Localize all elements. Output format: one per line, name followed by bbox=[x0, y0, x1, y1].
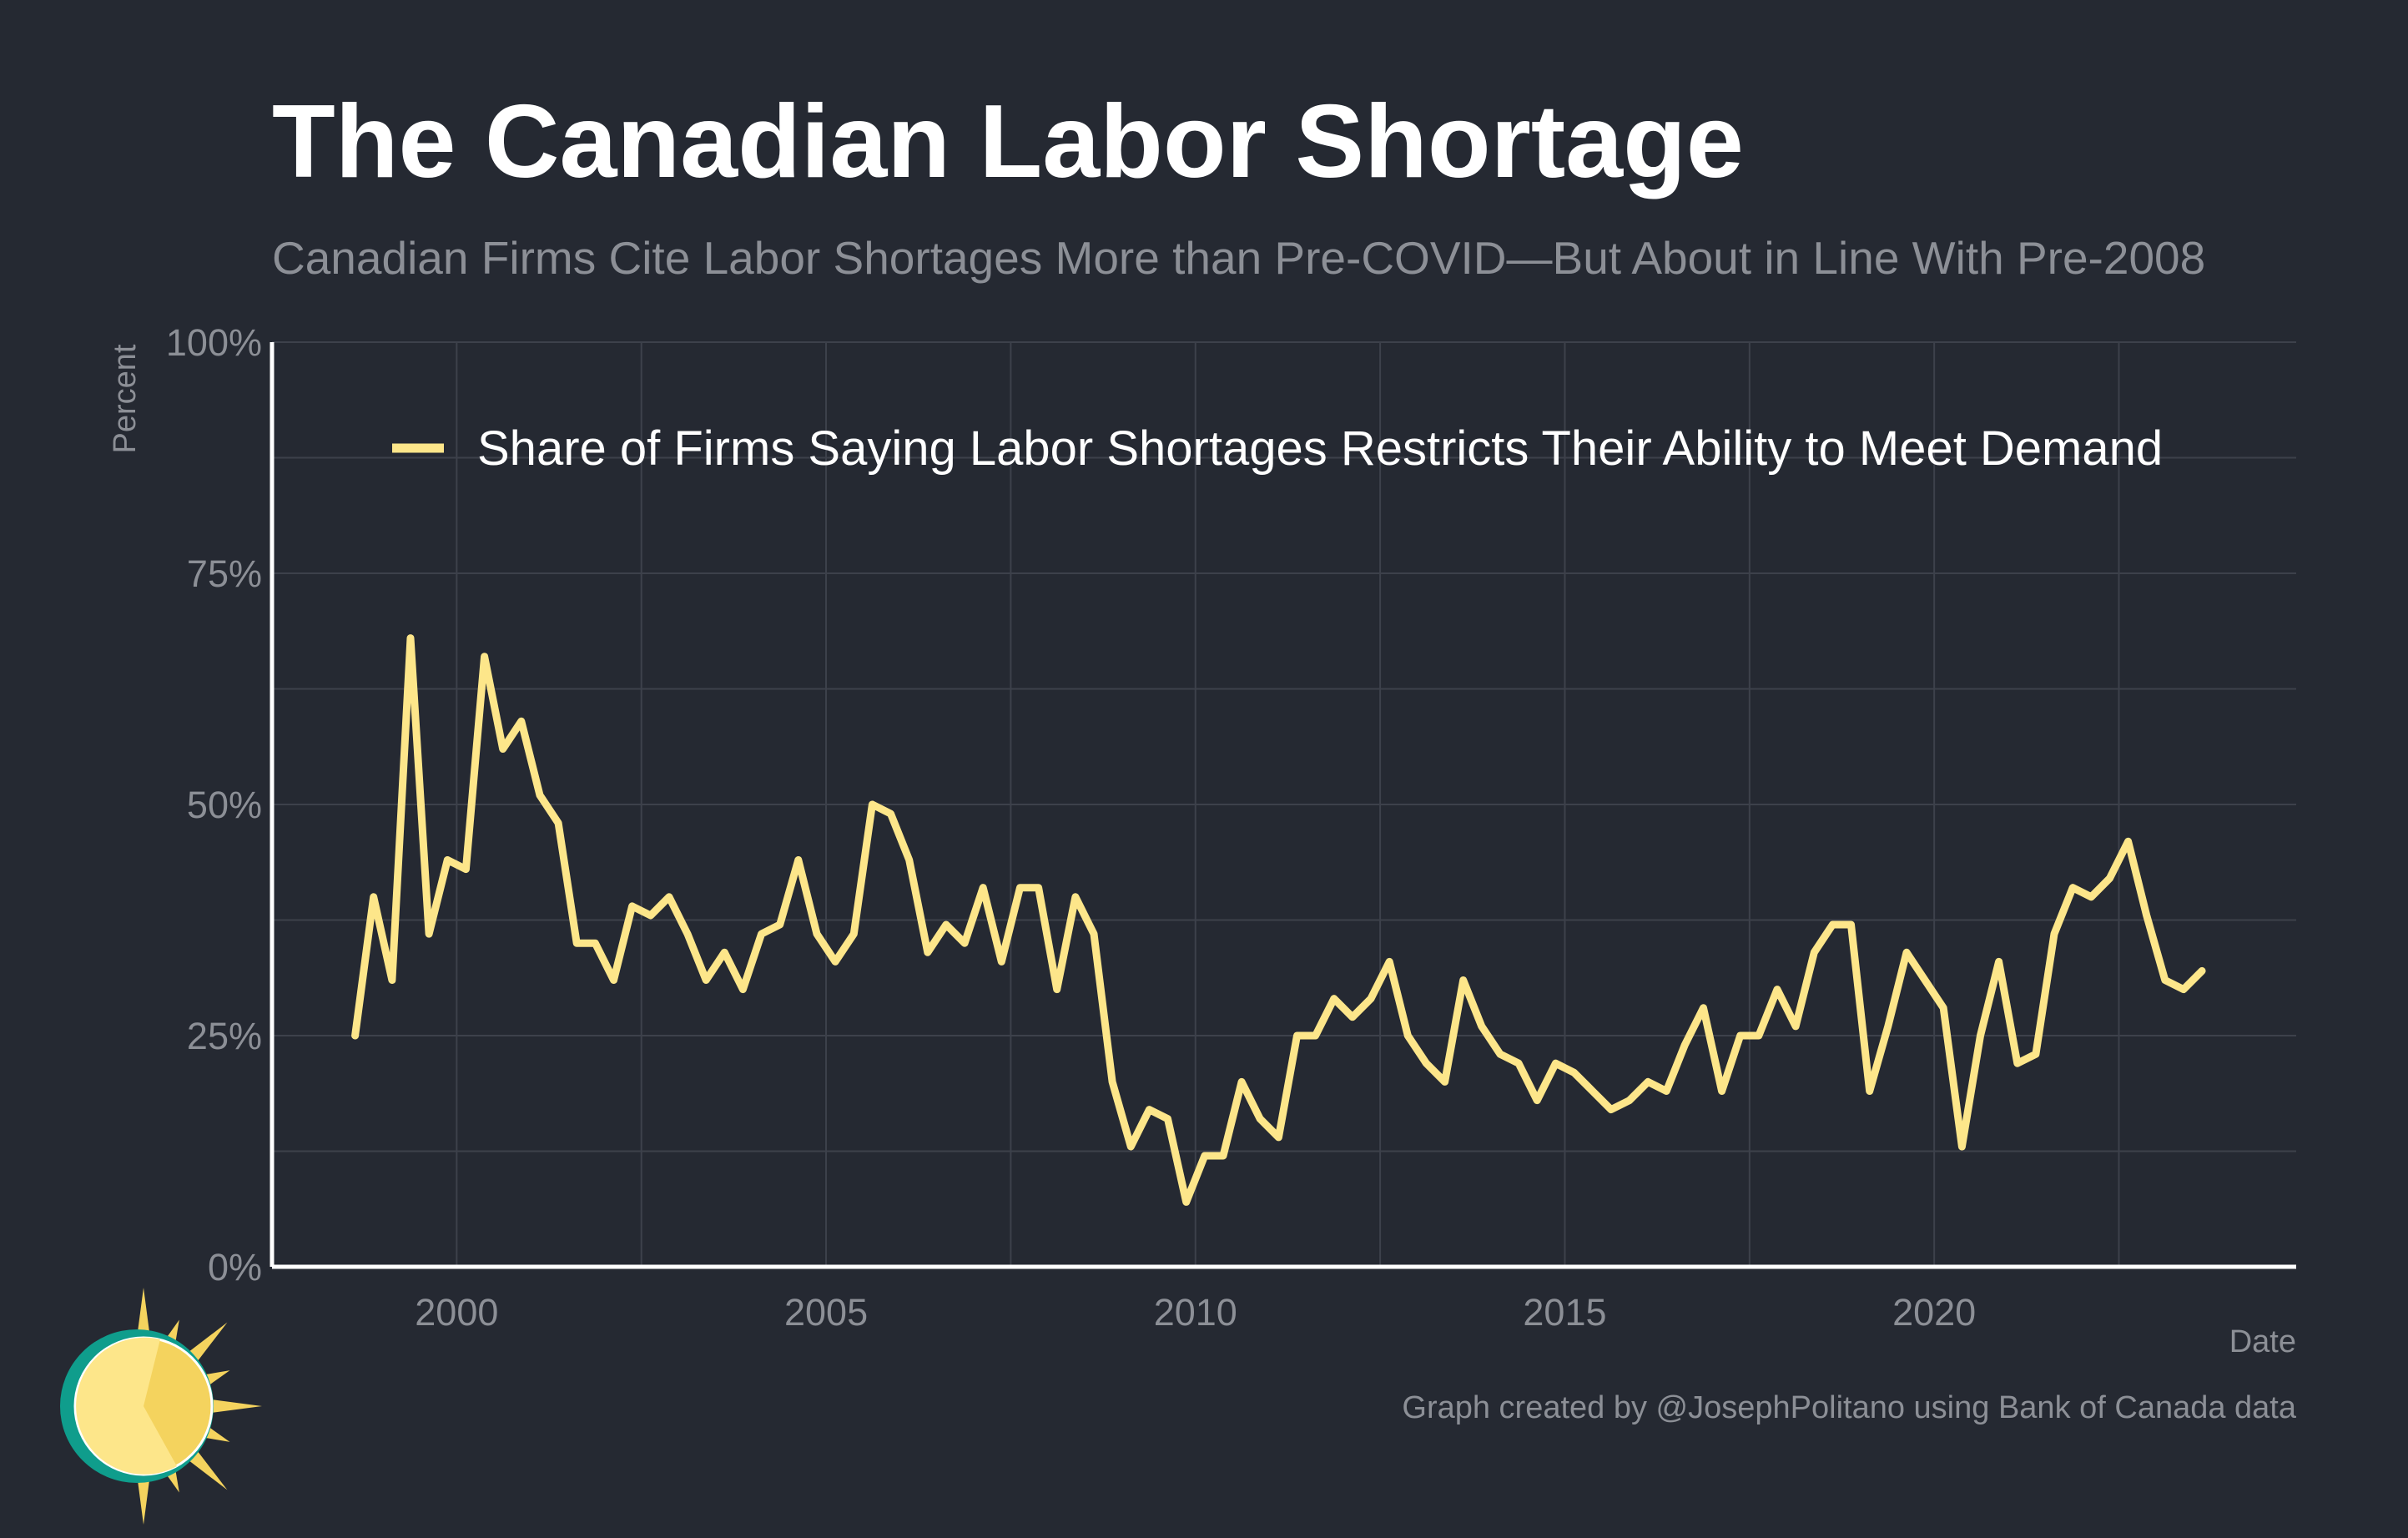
y-axis-label: Percent bbox=[108, 344, 143, 453]
series-line bbox=[351, 634, 2206, 1206]
y-tick-label: 75% bbox=[187, 552, 262, 595]
sun-highlight bbox=[76, 1337, 177, 1475]
y-tick-label: 100% bbox=[166, 321, 262, 364]
sun-ray bbox=[203, 1398, 262, 1414]
x-tick-label: 2015 bbox=[1523, 1291, 1606, 1334]
y-tick-label: 0% bbox=[208, 1246, 262, 1288]
x-tick-label: 2005 bbox=[784, 1291, 868, 1334]
x-tick-label: 2010 bbox=[1154, 1291, 1237, 1334]
grid-lines bbox=[271, 341, 2296, 1267]
series-layer bbox=[351, 634, 2206, 1206]
sun-logo-graphic bbox=[60, 1288, 262, 1525]
chart-caption: Graph created by @JosephPolitano using B… bbox=[1402, 1390, 2296, 1425]
y-tick-label: 25% bbox=[187, 1015, 262, 1057]
axes bbox=[270, 342, 2296, 1269]
legend-label: Share of Firms Saying Labor Shortages Re… bbox=[477, 421, 2163, 476]
x-axis-label: Date bbox=[2229, 1324, 2296, 1359]
x-tick-label: 2020 bbox=[1892, 1291, 1976, 1334]
x-tick-label: 2000 bbox=[415, 1291, 498, 1334]
y-axis-ticks: 0% 25% 50% 75% 100% bbox=[166, 321, 262, 1288]
chart-title: The Canadian Labor Shortage bbox=[272, 84, 1744, 199]
sun-logo-icon bbox=[50, 1281, 267, 1535]
y-tick-label: 50% bbox=[187, 784, 262, 826]
chart-subtitle: Canadian Firms Cite Labor Shortages More… bbox=[272, 232, 2206, 284]
x-axis-ticks: 2000 2005 2010 2015 2020 bbox=[415, 1291, 1976, 1334]
legend: Share of Firms Saying Labor Shortages Re… bbox=[392, 421, 2163, 476]
